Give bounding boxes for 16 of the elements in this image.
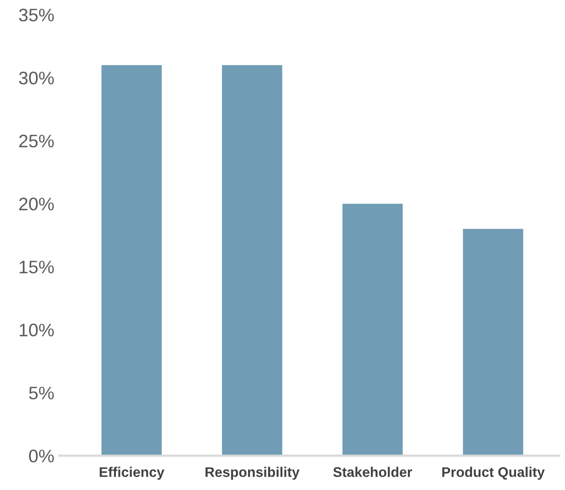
x-tick-label: Responsibility [206,466,300,480]
y-tick-label: 20% [19,198,54,210]
bar [222,65,282,456]
y-tick-label: 5% [29,386,54,400]
y-tick-label: 15% [20,260,54,274]
bar [101,65,162,456]
x-tick-label: Stakeholder [333,466,412,478]
y-tick-label: 25% [19,134,54,148]
y-tick-label: 10% [20,324,54,336]
bar [342,204,403,456]
y-tick-label: 30% [19,72,54,84]
y-tick-label: 35% [19,8,54,22]
bar [462,228,524,456]
x-tick-label: Product Quality [442,466,545,480]
y-tick-label: 0% [29,450,54,462]
x-tick-label: Efficiency [100,466,164,480]
